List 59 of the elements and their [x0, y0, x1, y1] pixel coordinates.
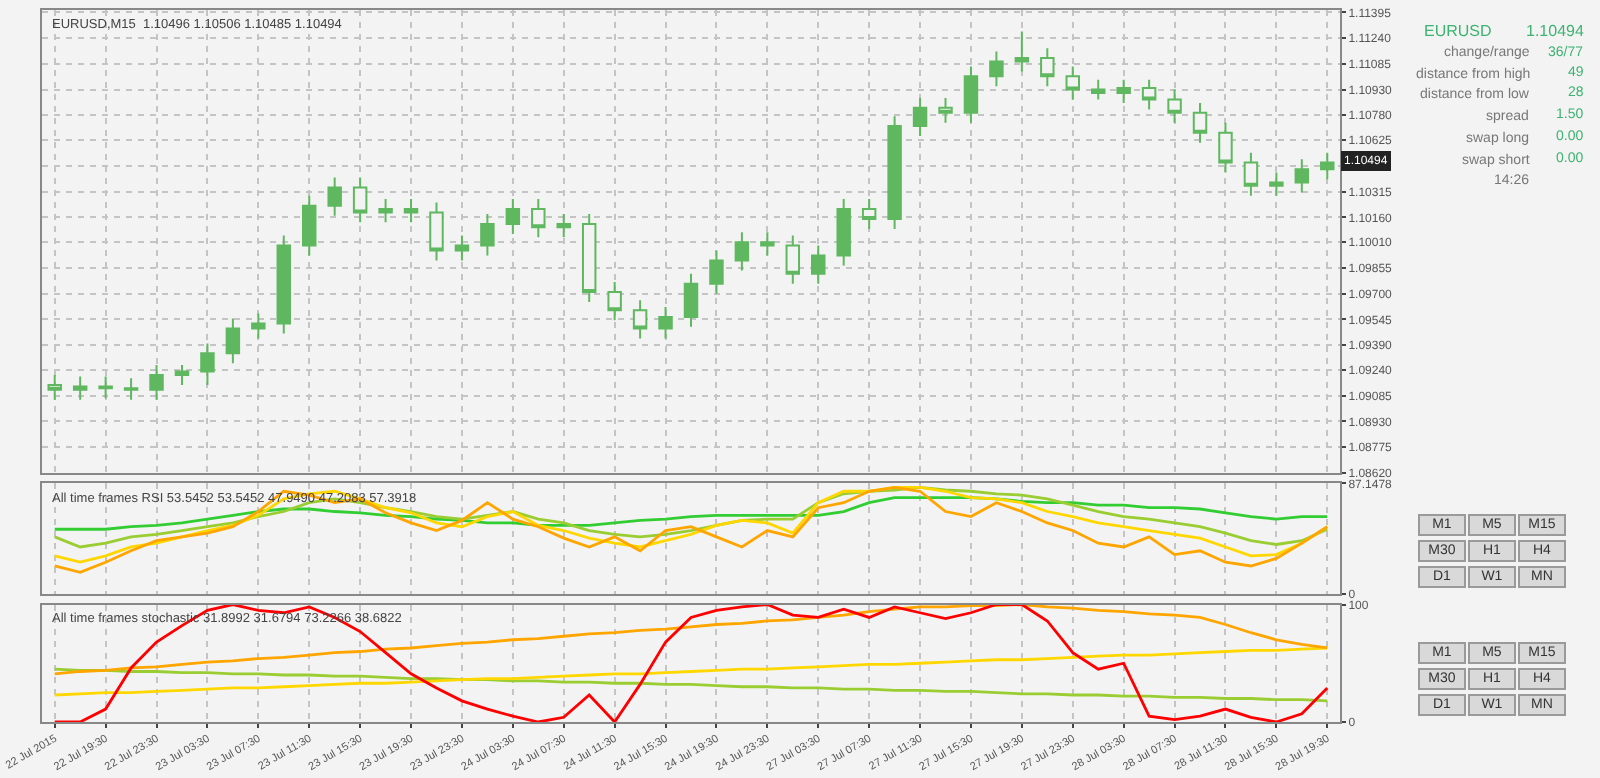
line-series — [53, 667, 1329, 703]
candlestick — [709, 249, 724, 295]
candlestick — [378, 198, 393, 224]
candlestick — [174, 363, 190, 386]
candlestick — [887, 115, 902, 230]
candlestick — [225, 317, 241, 365]
candlestick — [1167, 88, 1182, 124]
candlestick — [302, 194, 317, 257]
candlestick — [938, 96, 953, 124]
candlestick — [811, 244, 826, 285]
candlestick — [963, 65, 979, 124]
candlestick — [505, 198, 521, 235]
candlestick — [429, 201, 444, 262]
candlestick — [785, 234, 801, 285]
candlestick — [480, 213, 495, 257]
candlestick — [123, 377, 139, 401]
candlestick — [327, 176, 342, 217]
candlestick — [1243, 151, 1259, 197]
candlestick — [1040, 47, 1055, 88]
candlestick — [1294, 158, 1310, 194]
candlestick — [72, 375, 88, 401]
candlestick — [1269, 171, 1284, 197]
candlestick — [47, 373, 62, 401]
candlestick — [1014, 30, 1030, 73]
candlestick — [836, 198, 851, 267]
candlestick — [98, 375, 113, 400]
line-series — [53, 496, 1329, 531]
text: 1.10494 — [1526, 22, 1585, 40]
candlestick — [531, 198, 546, 239]
candlestick — [989, 50, 1004, 88]
candlestick — [1218, 121, 1233, 174]
candlestick — [352, 176, 368, 224]
candlestick — [556, 213, 571, 239]
candlestick — [912, 96, 928, 138]
candlestick — [276, 234, 292, 335]
line-series — [53, 646, 1329, 697]
candlestick — [1192, 101, 1208, 144]
candlestick — [734, 231, 750, 272]
candlestick — [149, 363, 164, 401]
candlestick — [683, 272, 699, 328]
candlestick — [1065, 65, 1080, 101]
candlestick — [632, 299, 648, 340]
candlestick — [658, 305, 673, 340]
text: EURUSD — [1424, 22, 1493, 40]
line-series — [53, 486, 1329, 549]
candlestick — [861, 198, 877, 230]
candlestick — [1116, 78, 1131, 104]
candlestick — [403, 198, 419, 224]
candlestick — [454, 234, 470, 262]
candlestick — [200, 342, 215, 386]
candlestick — [760, 231, 775, 257]
line-series — [53, 604, 1329, 722]
candlestick — [607, 281, 622, 322]
candlestick — [251, 312, 266, 340]
candlestick — [1141, 78, 1157, 111]
candlestick — [581, 213, 597, 303]
line-series — [53, 604, 1329, 676]
candlestick — [1090, 78, 1106, 101]
candlestick — [1320, 151, 1335, 181]
